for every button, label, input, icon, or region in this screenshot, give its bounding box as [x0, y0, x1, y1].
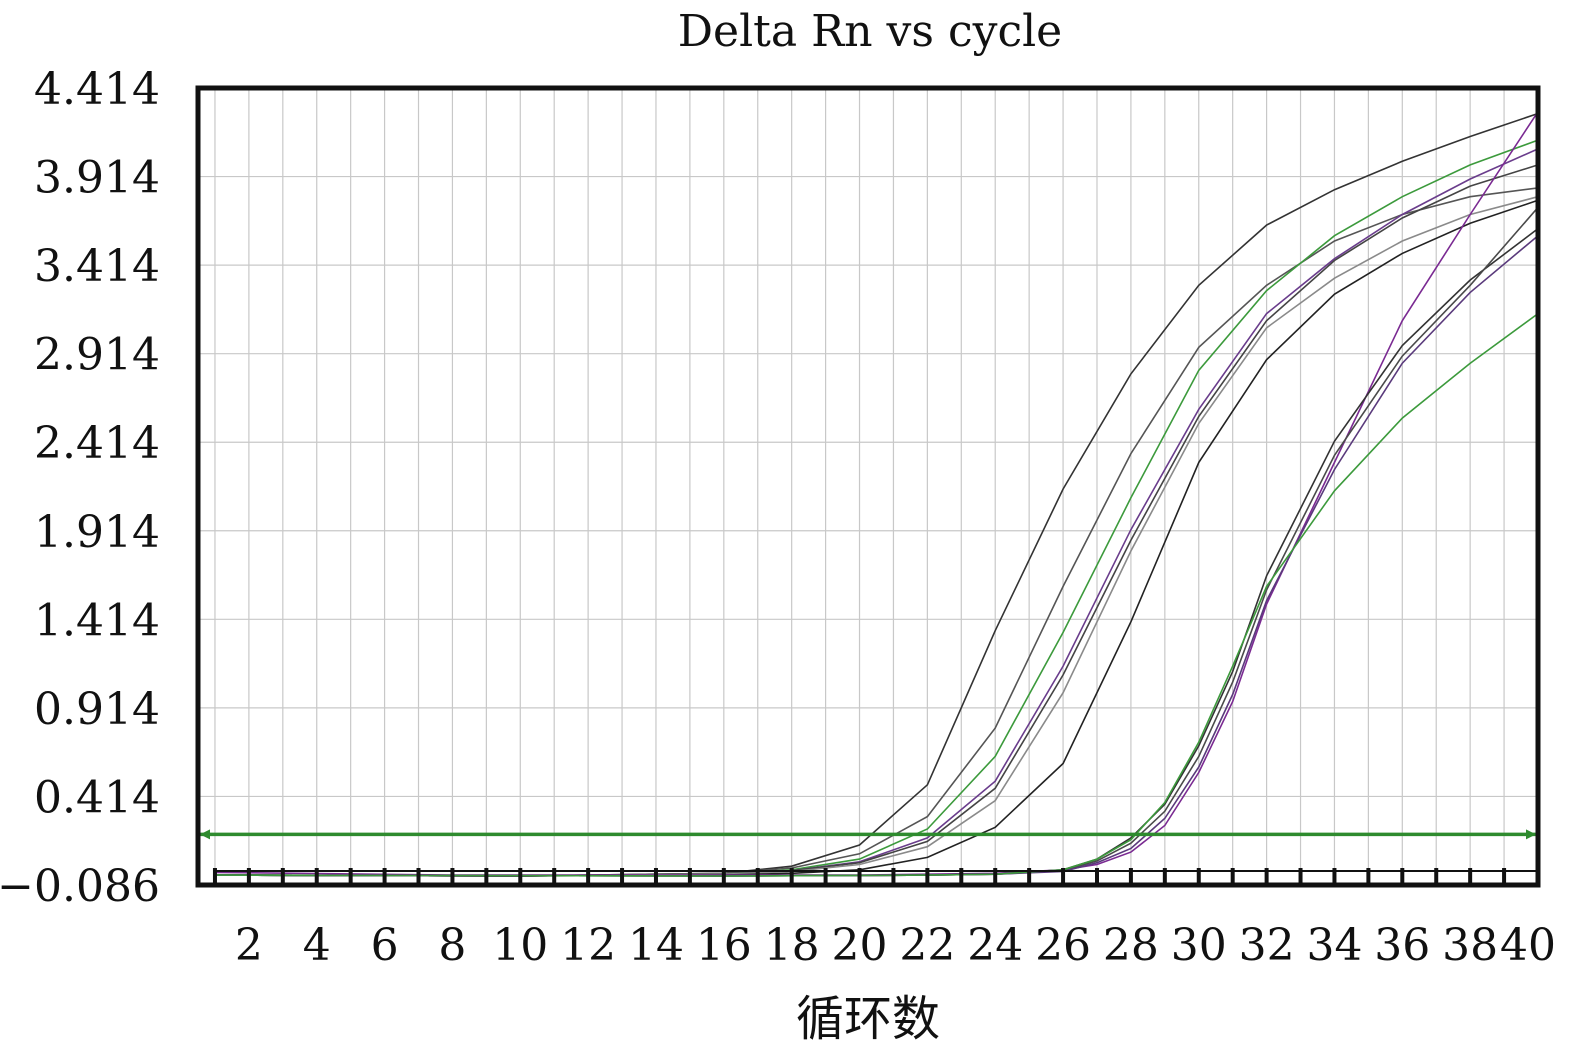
x-tick-label: 8: [438, 920, 466, 971]
chart-title: Delta Rn vs cycle: [678, 6, 1062, 57]
series-line-3: [214, 139, 1539, 877]
series-line-1: [214, 112, 1539, 877]
y-tick-label: 1.414: [34, 595, 160, 646]
x-tick-label: 4: [303, 920, 331, 971]
x-tick-label: 34: [1306, 920, 1362, 971]
x-tick-label: 14: [628, 920, 684, 971]
y-tick-label: 0.914: [34, 684, 160, 735]
series-line-10: [214, 206, 1539, 877]
x-tick-label: 22: [899, 920, 955, 971]
x-tick-label: 24: [967, 920, 1023, 971]
x-tick-label: 18: [764, 920, 820, 971]
x-tick-label: 6: [371, 920, 399, 971]
series-line-7: [214, 199, 1539, 877]
y-tick-label: −0.086: [0, 861, 160, 912]
x-tick-label: 32: [1239, 920, 1295, 971]
series-line-5: [214, 164, 1539, 877]
y-tick-label: 4.414: [34, 64, 160, 115]
x-tick-label: 26: [1035, 920, 1091, 971]
threshold-left-arrow-icon[interactable]: [200, 829, 210, 840]
threshold-right-arrow-icon[interactable]: [1526, 829, 1536, 840]
y-tick-label: 3.914: [34, 153, 160, 204]
y-tick-label: 3.414: [34, 241, 160, 292]
x-axis-title: 循环数: [796, 991, 940, 1047]
x-tick-label: 2: [235, 920, 263, 971]
x-tick-labels: 2 4 6 8 10 12 14 16 18 20 22 24 26 28 30 32 34 36 38 40: [235, 920, 1556, 971]
grid-lines: [198, 87, 1539, 886]
series-line-8: [214, 111, 1539, 876]
series-line-9: [214, 227, 1539, 877]
x-tick-label: 30: [1171, 920, 1227, 971]
x-tick-label: 36: [1374, 920, 1430, 971]
series-line-11: [214, 235, 1539, 877]
y-tick-label: 1.914: [34, 507, 160, 558]
threshold-line-group: [198, 829, 1538, 840]
y-tick-label: 2.414: [34, 418, 160, 469]
x-tick-marks: [212, 868, 1540, 885]
x-tick-label: 10: [492, 920, 548, 971]
x-tick-label: 12: [560, 920, 616, 971]
plot-frame: [195, 85, 1541, 888]
y-tick-label: 0.414: [34, 772, 160, 823]
x-tick-label: 20: [832, 920, 888, 971]
series-line-12: [214, 312, 1539, 877]
y-tick-labels: −0.086 0.414 0.914 1.414 1.914 2.414 2.914 3.41…: [0, 64, 160, 912]
x-tick-label: 16: [696, 920, 752, 971]
x-tick-label: 40: [1500, 920, 1556, 971]
series-group: [214, 111, 1539, 877]
x-tick-label: 28: [1103, 920, 1159, 971]
x-tick-label: 38: [1442, 920, 1498, 971]
series-line-6: [214, 195, 1539, 877]
y-tick-label: 2.914: [34, 330, 160, 381]
